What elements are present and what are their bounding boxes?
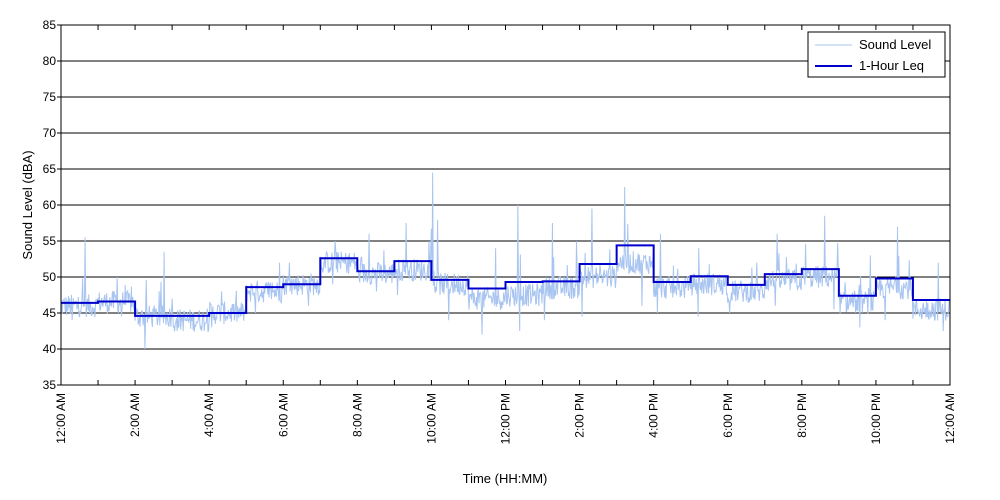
y-axis-label: Sound Level (dBA)	[20, 150, 35, 259]
legend-box	[807, 31, 946, 78]
y-tick-label: 55	[43, 234, 57, 248]
x-axis-label: Time (HH:MM)	[463, 471, 548, 486]
y-tick-label: 40	[43, 342, 57, 356]
x-tick-label: 12:00 AM	[54, 393, 68, 444]
x-tick-label: 2:00 PM	[573, 393, 587, 438]
x-tick-label: 4:00 AM	[202, 393, 216, 437]
series-sound-level	[60, 172, 950, 350]
x-tick-label: 6:00 PM	[721, 393, 735, 438]
x-tick-label: 8:00 PM	[795, 393, 809, 438]
legend-label-1-hour-leq: 1-Hour Leq	[859, 58, 924, 73]
grid-lines	[61, 60, 950, 350]
x-tick-label: 4:00 PM	[647, 393, 661, 438]
sound-level-line	[60, 172, 950, 350]
leq-step-line	[61, 244, 950, 317]
y-tick-label: 85	[43, 18, 57, 32]
y-tick-label: 70	[43, 126, 57, 140]
y-axis-ticks: 35 40 45 50 55 60 65 70 75 80 85	[43, 18, 61, 392]
x-tick-label: 2:00 AM	[128, 393, 142, 437]
x-tick-label: 12:00 PM	[499, 393, 513, 444]
x-axis-ticks: 12:00 AM 2:00 AM 4:00 AM 6:00 AM 8:00 AM 10:0…	[54, 25, 957, 444]
x-tick-label: 8:00 AM	[350, 393, 364, 437]
legend: Sound Level 1-Hour Leq	[807, 31, 946, 78]
y-tick-label: 60	[43, 198, 57, 212]
plot-area-frame	[60, 24, 951, 386]
x-tick-label: 6:00 AM	[276, 393, 290, 437]
legend-label-sound-level: Sound Level	[859, 37, 931, 52]
x-tick-label: 12:00 AM	[943, 393, 957, 444]
y-tick-label: 75	[43, 90, 57, 104]
x-tick-label: 10:00 AM	[424, 393, 438, 444]
y-tick-label: 45	[43, 306, 57, 320]
y-tick-label: 65	[43, 162, 57, 176]
series-1-hour-leq	[61, 244, 950, 317]
y-tick-label: 50	[43, 270, 57, 284]
y-tick-label: 80	[43, 54, 57, 68]
y-tick-label: 35	[43, 378, 57, 392]
x-tick-label: 10:00 PM	[869, 393, 883, 444]
